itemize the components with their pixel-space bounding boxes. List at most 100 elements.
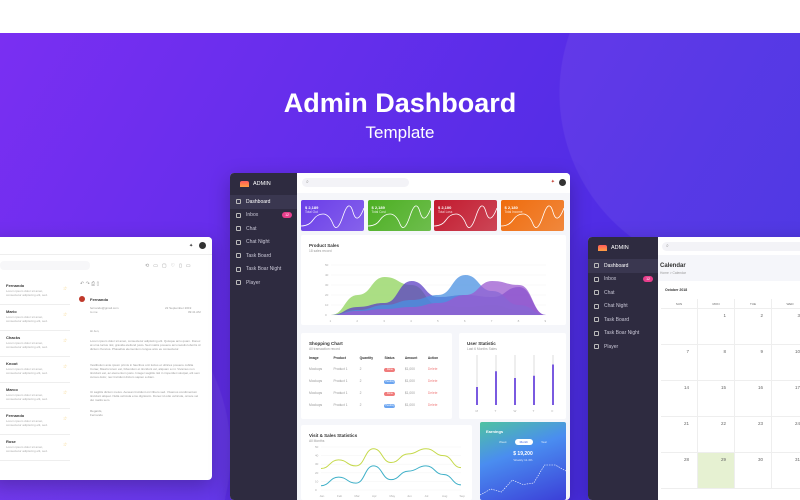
calendar-day[interactable]: 3	[772, 309, 800, 345]
notification-icon[interactable]: ✦	[550, 179, 555, 185]
mail-search-input[interactable]	[0, 261, 90, 270]
sidebar-item-inbox[interactable]: Inbox 12	[588, 273, 658, 287]
stat-card[interactable]: $ 2,189 Total Cost	[367, 200, 431, 231]
sidebar-item-chat[interactable]: Chat	[588, 286, 658, 300]
stat-card[interactable]: $ 2,189 Total Out	[301, 200, 364, 231]
grid-icon	[594, 263, 599, 269]
earnings-tab[interactable]: Year	[540, 440, 548, 444]
calendar-day[interactable]: 31	[772, 453, 800, 489]
star-icon[interactable]: ☆	[62, 390, 67, 396]
cell-amount: $1,000	[404, 403, 415, 407]
earnings-tab[interactable]: Month	[514, 439, 533, 445]
shopping-table: Image Product Quantity Status Amount Action Mo…	[309, 353, 447, 411]
weekday-header: TUE	[735, 299, 772, 309]
earnings-card: Earnings Week Month Year $ 19,200 Weekly 1…	[480, 422, 566, 500]
sidebar-item-player[interactable]: Player	[588, 340, 658, 354]
chat-icon	[594, 303, 599, 309]
calendar-day[interactable]: 10	[772, 345, 800, 381]
star-icon[interactable]: ☆	[62, 416, 67, 422]
star-icon[interactable]: ☆	[62, 312, 67, 318]
search-input[interactable]: ⌕	[302, 178, 409, 187]
sidebar-item-inbox[interactable]: Inbox 12	[230, 209, 297, 223]
sidebar-item-player[interactable]: Player	[230, 276, 297, 290]
sparkline-path	[434, 205, 497, 228]
sidebar-item-task-boar-night[interactable]: Task Boar Night	[230, 263, 297, 277]
y-tick-label: 40	[315, 454, 319, 458]
status-badge: Done	[384, 391, 396, 396]
calendar-day[interactable]: 1	[698, 309, 735, 345]
calendar-day[interactable]: 9	[735, 345, 772, 381]
calendar-day[interactable]: 29	[698, 453, 735, 489]
mail-list-item[interactable]: Chacks Lorem ipsum dolor sit amet, consec…	[0, 331, 70, 357]
calendar-day[interactable]: 7	[661, 345, 698, 381]
sidebar-item-chat-night[interactable]: Chat Night	[230, 236, 297, 250]
stat-value: $ 2,189	[371, 205, 385, 210]
sidebar-item-chat[interactable]: Chat	[230, 222, 297, 236]
stat-card[interactable]: $ 2,180 Total Income	[500, 200, 564, 231]
calendar-day[interactable]: 21	[661, 417, 698, 453]
delete-link[interactable]: Delete	[427, 367, 438, 371]
shopping-chart-card: Shopping Chart All transaction record Im…	[301, 333, 452, 419]
cell-image: Mockups	[309, 379, 323, 383]
status-badge: Done	[384, 367, 396, 372]
mail-sender: Mario	[6, 309, 17, 314]
mail-sender: Fernando	[6, 413, 25, 418]
cell-product: Product 1	[333, 379, 348, 383]
reply-icons[interactable]: ↶ ↷ ⎙ ▯	[80, 281, 100, 287]
avatar[interactable]	[199, 242, 206, 249]
star-icon[interactable]: ☆	[62, 286, 67, 292]
calendar-day[interactable]: 14	[661, 381, 698, 417]
y-tick-label: 30	[315, 462, 319, 466]
earnings-tab[interactable]: Week	[498, 440, 507, 444]
sidebar-item-label: Task Board	[246, 252, 272, 259]
sidebar-item-label: Player	[604, 343, 619, 350]
mail-list-item[interactable]: Marco Lorem ipsum dolor sit amet, consect…	[0, 383, 70, 409]
sidebar-item-task-boar-night[interactable]: Task Boar Night	[588, 327, 658, 341]
sidebar-item-dashboard[interactable]: Dashboard	[230, 195, 297, 209]
area-series	[331, 281, 546, 315]
y-tick-label: 40	[325, 273, 329, 277]
calendar-day[interactable]: 23	[735, 417, 772, 453]
bar-label: M	[476, 409, 479, 413]
weekday-header: SUN	[661, 299, 698, 309]
calendar-day[interactable]	[661, 309, 698, 345]
mail-list-item[interactable]: Fernando Lorem ipsum dolor sit amet, cons…	[0, 409, 70, 435]
stat-card[interactable]: $ 2,100 Total Loss	[434, 200, 497, 231]
mail-list-item[interactable]: Knoot Lorem ipsum dolor sit amet, consect…	[0, 357, 70, 383]
calendar-day[interactable]: 17	[772, 381, 800, 417]
earnings-sub: Weekly 11.4%	[513, 458, 533, 462]
star-icon[interactable]: ☆	[62, 364, 67, 370]
calendar-day[interactable]: 8	[698, 345, 735, 381]
delete-link[interactable]: Delete	[427, 403, 438, 407]
cell-image: Mockups	[309, 391, 323, 395]
calendar-day[interactable]: 15	[698, 381, 735, 417]
search-input[interactable]: ⌕	[662, 242, 800, 251]
bar-label: W	[514, 409, 517, 413]
star-icon[interactable]: ☆	[62, 338, 67, 344]
sidebar-item-task-board[interactable]: Task Board	[588, 313, 658, 327]
sidebar-item-dashboard[interactable]: Dashboard	[588, 259, 658, 273]
calendar-day[interactable]: 28	[661, 453, 698, 489]
calendar-day[interactable]: 22	[698, 417, 735, 453]
mail-list-item[interactable]: Rose Lorem ipsum dolor sit amet, consecte…	[0, 435, 70, 461]
calendar-day[interactable]: 30	[735, 453, 772, 489]
delete-link[interactable]: Delete	[427, 391, 438, 395]
calendar-day[interactable]: 2	[735, 309, 772, 345]
sidebar-item-chat-night[interactable]: Chat Night	[588, 300, 658, 314]
calendar-day[interactable]: 24	[772, 417, 800, 453]
avatar[interactable]	[559, 179, 566, 186]
mail-sender: Rose	[6, 439, 16, 444]
mail-toolbar-icons[interactable]: ⟲▭▢♡▯▭	[145, 263, 195, 269]
star-icon[interactable]: ☆	[62, 442, 67, 448]
notification-icon[interactable]: ✦	[189, 243, 194, 249]
sidebar-item-task-board[interactable]: Task Board	[230, 249, 297, 263]
delete-link[interactable]: Delete	[427, 379, 438, 383]
x-tick-label: 3	[383, 319, 385, 323]
mail-list-item[interactable]: Mario Lorem ipsum dolor sit amet, consect…	[0, 305, 70, 331]
breadcrumb[interactable]: Home > Calendar	[660, 271, 686, 275]
mail-list-item[interactable]: Fernando Lorem ipsum dolor sit amet, cons…	[0, 279, 70, 305]
cell-product: Product 1	[333, 391, 348, 395]
hero-title: Admin Dashboard	[283, 88, 517, 118]
calendar-day[interactable]: 16	[735, 381, 772, 417]
